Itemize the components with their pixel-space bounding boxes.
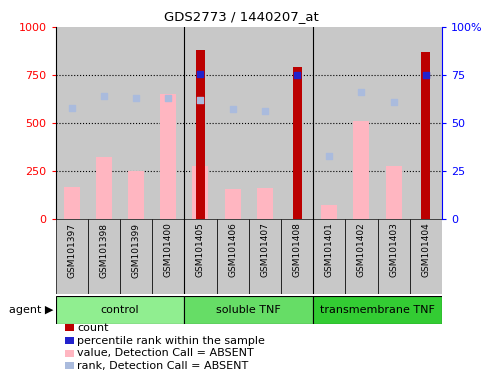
Bar	[185, 296, 313, 324]
Bar	[216, 219, 249, 294]
Bar	[385, 166, 402, 219]
Bar	[120, 219, 152, 294]
Point	[197, 71, 204, 77]
Bar	[120, 27, 152, 219]
Bar	[281, 219, 313, 294]
Bar	[152, 27, 185, 219]
Point	[132, 95, 140, 101]
Point	[100, 93, 108, 99]
Text: soluble TNF: soluble TNF	[216, 305, 281, 315]
Bar	[345, 27, 378, 219]
Bar	[321, 205, 337, 219]
Bar	[281, 27, 313, 219]
Bar	[88, 219, 120, 294]
Text: GSM101403: GSM101403	[389, 223, 398, 278]
Text: GSM101397: GSM101397	[67, 223, 76, 278]
Bar	[185, 219, 216, 294]
Bar	[88, 27, 120, 219]
Text: GSM101408: GSM101408	[293, 223, 301, 278]
Bar	[421, 52, 430, 219]
Bar	[128, 171, 144, 219]
Point	[422, 72, 430, 78]
Bar	[196, 50, 205, 219]
Text: count: count	[77, 323, 109, 333]
Text: GSM101401: GSM101401	[325, 223, 334, 278]
Text: GSM101407: GSM101407	[260, 223, 270, 278]
Bar	[293, 67, 301, 219]
Text: agent ▶: agent ▶	[9, 305, 53, 315]
Bar	[345, 219, 378, 294]
Bar	[216, 27, 249, 219]
Bar	[313, 27, 345, 219]
Bar	[378, 219, 410, 294]
Point	[261, 108, 269, 114]
Text: GSM101404: GSM101404	[421, 223, 430, 277]
Text: GSM101399: GSM101399	[131, 223, 141, 278]
Bar	[410, 27, 442, 219]
Bar	[185, 27, 216, 219]
Bar	[354, 121, 369, 219]
Text: rank, Detection Call = ABSENT: rank, Detection Call = ABSENT	[77, 361, 249, 371]
Point	[390, 99, 398, 105]
Point	[68, 104, 75, 111]
Bar	[152, 219, 185, 294]
Point	[326, 152, 333, 159]
Bar	[225, 189, 241, 219]
Bar	[410, 219, 442, 294]
Bar	[56, 296, 185, 324]
Bar	[378, 27, 410, 219]
Bar	[160, 94, 176, 219]
Bar	[56, 27, 88, 219]
Text: GDS2773 / 1440207_at: GDS2773 / 1440207_at	[164, 10, 319, 23]
Text: transmembrane TNF: transmembrane TNF	[320, 305, 435, 315]
Bar	[313, 219, 345, 294]
Text: GSM101400: GSM101400	[164, 223, 173, 278]
Point	[293, 72, 301, 78]
Text: GSM101402: GSM101402	[357, 223, 366, 277]
Bar	[96, 157, 112, 219]
Bar	[56, 219, 88, 294]
Bar	[257, 188, 273, 219]
Bar	[64, 187, 80, 219]
Text: GSM101405: GSM101405	[196, 223, 205, 278]
Bar	[313, 296, 442, 324]
Text: GSM101398: GSM101398	[99, 223, 108, 278]
Point	[357, 89, 365, 95]
Text: percentile rank within the sample: percentile rank within the sample	[77, 336, 265, 346]
Bar	[192, 166, 209, 219]
Point	[197, 97, 204, 103]
Bar	[249, 27, 281, 219]
Text: value, Detection Call = ABSENT: value, Detection Call = ABSENT	[77, 348, 254, 358]
Text: control: control	[100, 305, 139, 315]
Point	[229, 106, 237, 113]
Bar	[249, 219, 281, 294]
Point	[164, 95, 172, 101]
Text: GSM101406: GSM101406	[228, 223, 237, 278]
